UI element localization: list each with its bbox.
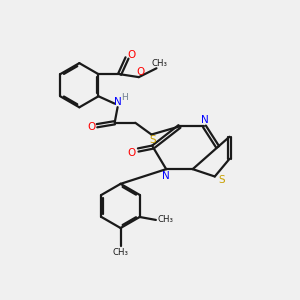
Text: N: N — [114, 97, 122, 107]
Text: O: O — [136, 67, 144, 77]
Text: CH₃: CH₃ — [112, 248, 129, 257]
Text: O: O — [127, 50, 136, 60]
Text: N: N — [162, 171, 170, 181]
Text: CH₃: CH₃ — [152, 59, 167, 68]
Text: S: S — [150, 135, 156, 146]
Text: O: O — [87, 122, 95, 132]
Text: S: S — [218, 175, 225, 185]
Text: O: O — [128, 148, 136, 158]
Text: CH₃: CH₃ — [157, 215, 173, 224]
Text: H: H — [122, 93, 128, 102]
Text: N: N — [201, 115, 208, 125]
